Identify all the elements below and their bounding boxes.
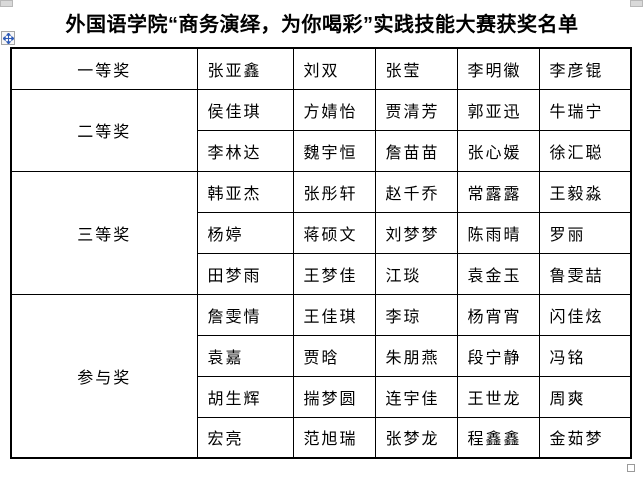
name-cell[interactable]: 韩亚杰: [196, 170, 294, 213]
award-cell[interactable]: 一等奖: [10, 47, 198, 90]
name-cell[interactable]: 蒋硕文: [292, 211, 376, 254]
name-cell[interactable]: 张梦龙: [374, 416, 458, 459]
name-cell[interactable]: 常露露: [456, 170, 540, 213]
name-cell[interactable]: 陈雨晴: [456, 211, 540, 254]
name-cell[interactable]: 郭亚迅: [456, 88, 540, 131]
awards-table-body: 一等奖 张亚鑫 刘双 张莹 李明徽 李彦锟 二等奖 侯佳琪 方婧怡 贾清芳 郭亚迅 牛瑞宁 李林达 魏宇恒…: [10, 47, 632, 459]
name-cell[interactable]: 杨宵宵: [456, 293, 540, 336]
name-cell[interactable]: 刘梦梦: [374, 211, 458, 254]
name-cell[interactable]: 张彤轩: [292, 170, 376, 213]
name-cell[interactable]: 程鑫鑫: [456, 416, 540, 459]
name-cell[interactable]: 刘双: [292, 47, 376, 90]
name-cell[interactable]: 段宁静: [456, 334, 540, 377]
name-cell[interactable]: 方婧怡: [292, 88, 376, 131]
table-row: 一等奖 张亚鑫 刘双 张莹 李明徽 李彦锟: [10, 47, 632, 90]
name-cell[interactable]: 江琰: [374, 252, 458, 295]
name-cell[interactable]: 王梦佳: [292, 252, 376, 295]
name-cell[interactable]: 贾晗: [292, 334, 376, 377]
name-cell[interactable]: 闪佳炫: [538, 293, 632, 336]
name-cell[interactable]: 王世龙: [456, 375, 540, 418]
name-cell[interactable]: 牛瑞宁: [538, 88, 632, 131]
name-cell[interactable]: 张莹: [374, 47, 458, 90]
award-cell[interactable]: 三等奖: [10, 170, 198, 295]
move-cross-icon: [2, 32, 14, 44]
name-cell[interactable]: 徐汇聪: [538, 129, 632, 172]
name-cell[interactable]: 张亚鑫: [196, 47, 294, 90]
name-cell[interactable]: 詹苗苗: [374, 129, 458, 172]
table-row: 宏亮 范旭瑞 张梦龙 程鑫鑫 金茹梦: [11, 416, 632, 459]
name-cell[interactable]: 王毅淼: [538, 170, 632, 213]
name-cell[interactable]: 杨婷: [196, 211, 294, 254]
name-cell[interactable]: 袁金玉: [456, 252, 540, 295]
page-title[interactable]: 外国语学院“商务演绎，为你喝彩”实践技能大赛获奖名单: [65, 14, 579, 36]
awards-table: 一等奖 张亚鑫 刘双 张莹 李明徽 李彦锟 二等奖 侯佳琪 方婧怡 贾清芳 郭亚迅 牛瑞宁 李林达 魏宇恒…: [10, 47, 632, 459]
name-cell[interactable]: 鲁雯喆: [538, 252, 632, 295]
award-cell[interactable]: 参与奖: [10, 293, 198, 459]
name-cell[interactable]: 李琼: [374, 293, 458, 336]
name-cell[interactable]: 张心媛: [456, 129, 540, 172]
name-cell[interactable]: 金茹梦: [538, 416, 632, 459]
name-cell[interactable]: 贾清芳: [374, 88, 458, 131]
name-cell[interactable]: 连宇佳: [374, 375, 458, 418]
name-cell[interactable]: 周爽: [538, 375, 632, 418]
name-cell[interactable]: 侯佳琪: [196, 88, 294, 131]
name-cell[interactable]: 宏亮: [196, 416, 294, 459]
name-cell[interactable]: 冯铭: [538, 334, 632, 377]
table-row: 袁嘉 贾晗 朱朋燕 段宁静 冯铭: [11, 334, 632, 377]
name-cell[interactable]: 范旭瑞: [292, 416, 376, 459]
name-cell[interactable]: 朱朋燕: [374, 334, 458, 377]
name-cell[interactable]: 田梦雨: [196, 252, 294, 295]
name-cell[interactable]: 詹雯情: [196, 293, 294, 336]
top-left-corner-mark: [0, 0, 13, 7]
name-cell[interactable]: 罗丽: [538, 211, 632, 254]
table-move-handle[interactable]: [1, 31, 15, 45]
name-cell[interactable]: 魏宇恒: [292, 129, 376, 172]
name-cell[interactable]: 揣梦圆: [292, 375, 376, 418]
table-row: 李林达 魏宇恒 詹苗苗 张心媛 徐汇聪: [11, 129, 632, 172]
name-cell[interactable]: 王佳琪: [292, 293, 376, 336]
name-cell[interactable]: 李林达: [196, 129, 294, 172]
name-cell[interactable]: 李明徽: [456, 47, 540, 90]
top-right-corner-mark: [630, 0, 643, 7]
table-resize-handle[interactable]: [627, 464, 635, 472]
table-row: 胡生辉 揣梦圆 连宇佳 王世龙 周爽: [11, 375, 632, 418]
table-row: 田梦雨 王梦佳 江琰 袁金玉 鲁雯喆: [11, 252, 632, 295]
name-cell[interactable]: 李彦锟: [538, 47, 632, 90]
table-row: 参与奖 詹雯情 王佳琪 李琼 杨宵宵 闪佳炫: [10, 293, 632, 459]
name-cell[interactable]: 袁嘉: [196, 334, 294, 377]
award-cell[interactable]: 二等奖: [10, 88, 198, 172]
table-row: 二等奖 侯佳琪 方婧怡 贾清芳 郭亚迅 牛瑞宁: [10, 88, 632, 172]
name-cell[interactable]: 胡生辉: [196, 375, 294, 418]
table-row: 三等奖 韩亚杰 张彤轩 赵千乔 常露露 王毅淼: [10, 170, 632, 295]
name-cell[interactable]: 赵千乔: [374, 170, 458, 213]
